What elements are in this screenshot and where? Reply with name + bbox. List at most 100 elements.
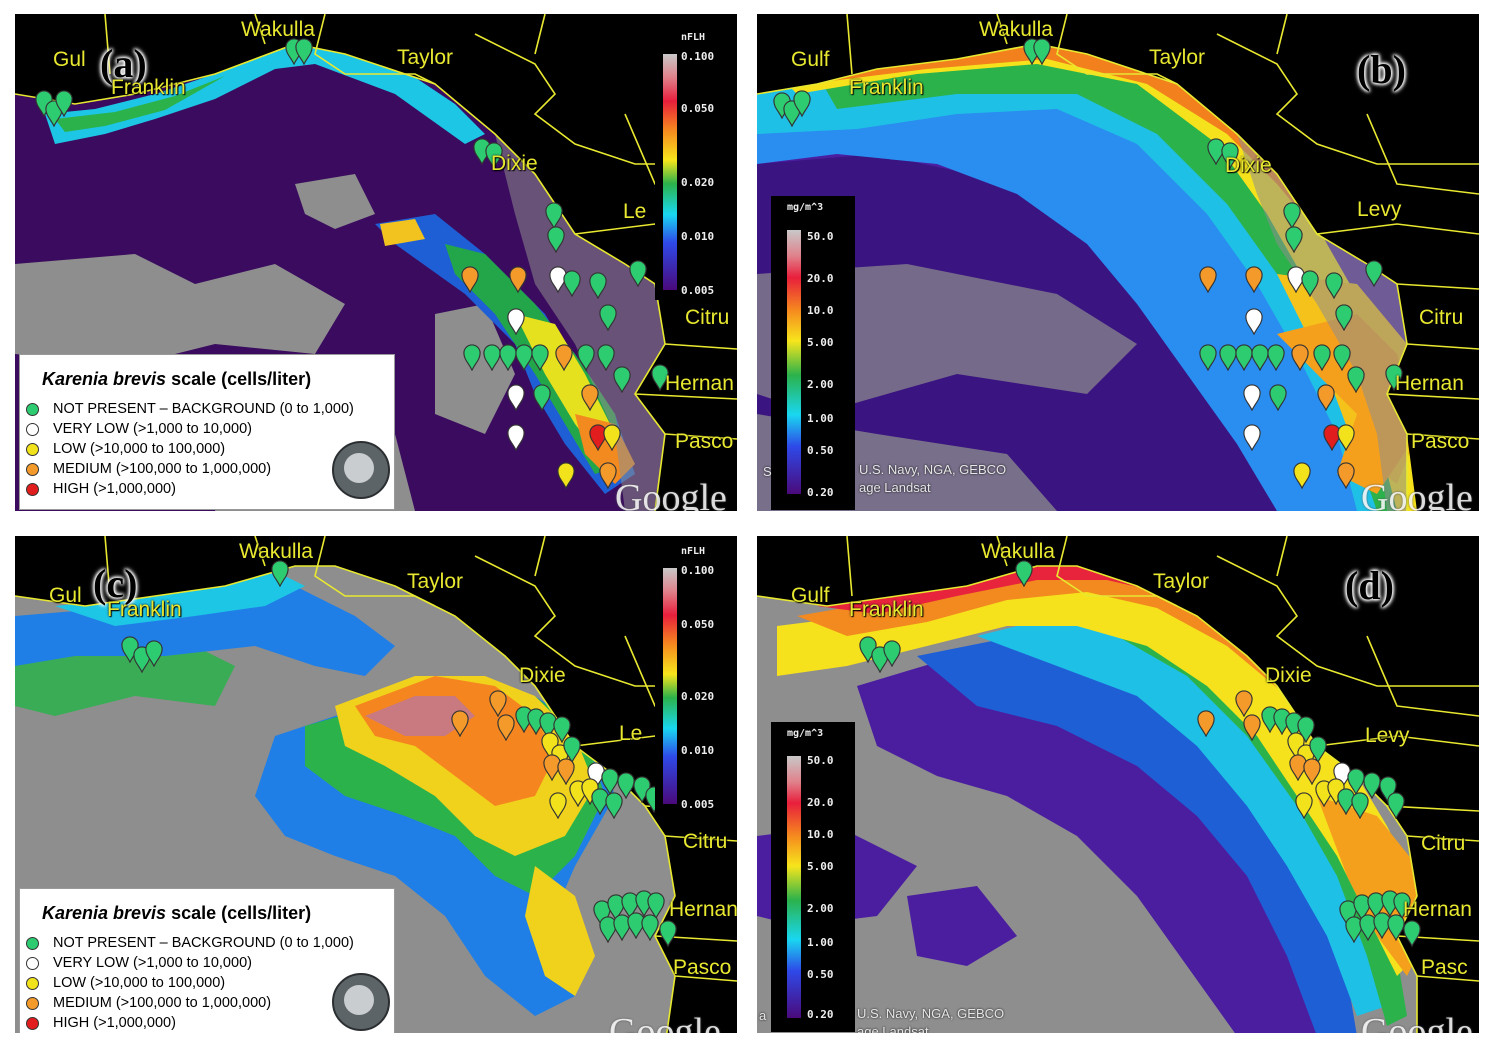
chl-tick-d-6: 0.50 xyxy=(807,968,834,981)
google-watermark-a: Google xyxy=(615,477,727,511)
county-hernando-c: Hernan xyxy=(669,898,737,921)
google-watermark-b: Google xyxy=(1361,477,1473,511)
chl-colorbar-b: mg/m^3 50.0 20.0 10.0 5.00 2.00 1.00 0.5… xyxy=(771,196,855,510)
county-levy-d: Levy xyxy=(1365,724,1410,747)
county-wakulla-a: Wakulla xyxy=(241,18,315,41)
county-gulf-b: Gulf xyxy=(791,48,830,71)
karenia-legend-c: Karenia brevis scale (cells/liter) NOT P… xyxy=(19,888,395,1033)
county-wakulla-b: Wakulla xyxy=(979,18,1053,41)
panel-a: (a) Gul Wakulla Franklin Taylor Dixie Le… xyxy=(15,14,737,511)
chl-unit: mg/m^3 xyxy=(787,202,824,213)
county-citrus-d: Citru xyxy=(1421,832,1466,855)
legend-item-very-low-c: VERY LOW (>1,000 to 10,000) xyxy=(26,955,252,971)
county-pasco-d: Pasc xyxy=(1421,956,1468,979)
legend-item-low: LOW (>10,000 to 100,000) xyxy=(26,441,225,457)
chl-tick-d-4: 2.00 xyxy=(807,902,834,915)
county-gulf-a: Gul xyxy=(53,48,86,71)
nflh-tick-0: 0.100 xyxy=(681,50,715,63)
nflh-tick-2: 0.020 xyxy=(681,176,715,189)
chl-tick-d-0: 50.0 xyxy=(807,754,834,767)
chl-tick-7: 0.20 xyxy=(807,486,834,499)
county-hernando-d: Hernan xyxy=(1403,898,1472,921)
county-dixie-c: Dixie xyxy=(519,664,566,687)
nflh-unit: nFLH xyxy=(681,32,706,43)
nflh-gradient-c xyxy=(663,568,677,804)
chl-tick-0: 50.0 xyxy=(807,230,834,243)
nflh-tick-1: 0.050 xyxy=(681,102,715,115)
google-watermark-d: Google xyxy=(1361,1011,1473,1033)
nflh-tick-3: 0.010 xyxy=(681,230,715,243)
chl-tick-d-5: 1.00 xyxy=(807,936,834,949)
credit-prefix-b: S xyxy=(763,464,772,479)
county-levy-a: Le xyxy=(623,200,647,223)
nflh-tick-c-1: 0.050 xyxy=(681,618,715,631)
county-dixie-b: Dixie xyxy=(1225,154,1272,177)
chl-gradient-d xyxy=(787,756,801,1018)
map-d xyxy=(757,536,1479,1033)
county-franklin-b: Franklin xyxy=(849,76,924,99)
county-levy-b: Levy xyxy=(1357,198,1402,221)
credit-prefix-d: a xyxy=(759,1008,767,1023)
chl-gradient xyxy=(787,230,801,494)
legend-item-medium-c: MEDIUM (>100,000 to 1,000,000) xyxy=(26,995,271,1011)
county-taylor-c: Taylor xyxy=(407,570,464,593)
chl-tick-5: 1.00 xyxy=(807,412,834,425)
legend-item-not-present-c: NOT PRESENT – BACKGROUND (0 to 1,000) xyxy=(26,935,354,951)
credit-line1-b: U.S. Navy, NGA, GEBCO xyxy=(859,462,1007,477)
county-franklin-d: Franklin xyxy=(849,598,924,621)
county-taylor-d: Taylor xyxy=(1153,570,1210,593)
legend-item-high: HIGH (>1,000,000) xyxy=(26,481,176,497)
county-levy-c: Le xyxy=(619,722,643,745)
credit-line1-d: U.S. Navy, NGA, GEBCO xyxy=(857,1006,1005,1021)
nflh-colorbar-a: nFLH 0.100 0.050 0.020 0.010 0.005 xyxy=(655,28,737,300)
county-taylor-a: Taylor xyxy=(397,46,454,69)
legend-item-high-c: HIGH (>1,000,000) xyxy=(26,1015,176,1031)
nflh-tick-c-0: 0.100 xyxy=(681,564,715,577)
county-taylor-b: Taylor xyxy=(1149,46,1206,69)
chl-tick-d-1: 20.0 xyxy=(807,796,834,809)
panel-a-label: (a) xyxy=(100,41,147,86)
credit-line2-d: age Landsat xyxy=(857,1024,929,1033)
county-pasco-a: Pasco xyxy=(675,430,734,453)
county-gulf-c: Gul xyxy=(49,584,82,607)
county-hernando-a: Hernan xyxy=(665,372,734,395)
nflh-gradient xyxy=(663,54,677,290)
nflh-tick-c-3: 0.010 xyxy=(681,744,715,757)
legend-item-very-low: VERY LOW (>1,000 to 10,000) xyxy=(26,421,252,437)
chl-tick-3: 5.00 xyxy=(807,336,834,349)
nflh-unit-c: nFLH xyxy=(681,546,706,557)
county-hernando-b: Hernan xyxy=(1395,372,1464,395)
legend-item-medium: MEDIUM (>100,000 to 1,000,000) xyxy=(26,461,271,477)
panel-b: (b) Gulf Wakulla Franklin Taylor Dixie L… xyxy=(757,14,1479,511)
nflh-tick-c-4: 0.005 xyxy=(681,798,715,811)
panel-b-label: (b) xyxy=(1357,47,1406,92)
chl-tick-6: 0.50 xyxy=(807,444,834,457)
chl-tick-2: 10.0 xyxy=(807,304,834,317)
county-citrus-b: Citru xyxy=(1419,306,1464,329)
county-citrus-a: Citru xyxy=(685,306,730,329)
panel-d-label: (d) xyxy=(1345,563,1394,608)
county-gulf-d: Gulf xyxy=(791,584,830,607)
county-wakulla-c: Wakulla xyxy=(239,540,313,563)
county-wakulla-d: Wakulla xyxy=(981,540,1055,563)
nflh-tick-c-2: 0.020 xyxy=(681,690,715,703)
fwc-seal-logo xyxy=(332,441,390,499)
nflh-tick-4: 0.005 xyxy=(681,284,715,297)
legend-item-low-c: LOW (>10,000 to 100,000) xyxy=(26,975,225,991)
county-franklin-c: Franklin xyxy=(107,598,182,621)
county-dixie-d: Dixie xyxy=(1265,664,1312,687)
karenia-legend-a: Karenia brevis scale (cells/liter) NOT P… xyxy=(19,354,395,510)
county-franklin-a: Franklin xyxy=(111,76,186,99)
chl-tick-1: 20.0 xyxy=(807,272,834,285)
chl-tick-d-7: 0.20 xyxy=(807,1008,834,1021)
google-watermark-c: Google xyxy=(609,1011,721,1033)
credit-line2-b: age Landsat xyxy=(859,480,931,495)
panel-d: (d) Gulf Wakulla Franklin Taylor Dixie L… xyxy=(757,536,1479,1033)
county-pasco-c: Pasco xyxy=(673,956,732,979)
chl-tick-4: 2.00 xyxy=(807,378,834,391)
panel-c-label: (c) xyxy=(93,561,138,606)
panel-c: (c) Gul Wakulla Franklin Taylor Dixie Le… xyxy=(15,536,737,1033)
fwc-seal-logo-c xyxy=(332,973,390,1031)
county-dixie-a: Dixie xyxy=(491,152,538,175)
county-citrus-c: Citru xyxy=(683,830,728,853)
